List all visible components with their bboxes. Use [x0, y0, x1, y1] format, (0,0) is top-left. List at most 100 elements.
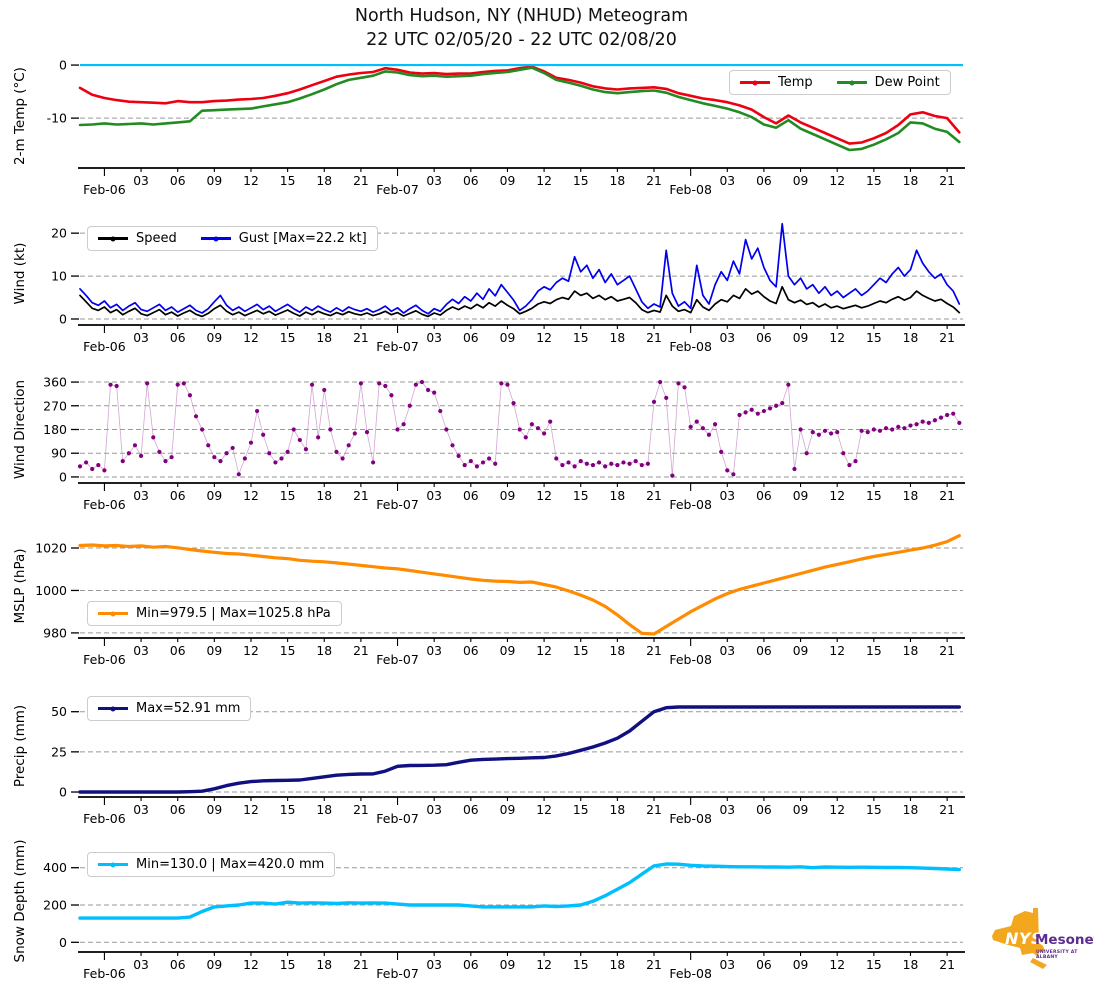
x-tick-label-hour: 03: [133, 958, 149, 972]
logo-nys-text: NYS: [1005, 929, 1043, 948]
wind-direction-dot: [584, 461, 589, 466]
wind-direction-dot: [432, 390, 437, 395]
wind-direction-dot: [77, 464, 83, 469]
Snow Depth-line: [78, 862, 961, 920]
wind-direction-dot: [401, 422, 406, 427]
x-tick-label-hour: 06: [170, 644, 186, 658]
wind-direction-dot: [590, 462, 596, 468]
wind-direction-dot: [138, 453, 144, 458]
x-tick-label-hour: 18: [903, 489, 919, 503]
x-tick-label-date: Feb-07: [376, 182, 419, 197]
wind-direction-dot: [364, 430, 370, 435]
wind-direction-dot: [242, 456, 247, 461]
wind-direction-dot: [761, 408, 767, 414]
legend-marker-dot: [110, 706, 116, 711]
wind-direction-dot: [316, 435, 321, 440]
x-tick-label-hour: 03: [133, 644, 149, 658]
x-tick-label-hour: 03: [719, 803, 735, 817]
wind-direction-dot: [151, 435, 156, 440]
x-tick-label-hour: 21: [939, 803, 955, 817]
x-tick-label-date: Feb-08: [669, 497, 712, 512]
wind-direction-dot: [596, 460, 602, 465]
x-tick-label-hour: 21: [646, 803, 662, 817]
Dew Point-line: [78, 66, 961, 152]
legend-label: Dew Point: [874, 75, 940, 90]
x-tick-label-hour: 18: [903, 803, 919, 817]
x-tick-label-hour: 03: [426, 331, 442, 345]
x-tick-label-hour: 12: [536, 331, 552, 345]
y-tick-label: 400: [43, 860, 67, 875]
wind-direction-dot: [352, 431, 357, 436]
x-tick-label-hour: 15: [573, 958, 589, 972]
x-tick-label-date: Feb-06: [83, 811, 126, 826]
wind-direction-dot: [419, 379, 425, 385]
x-tick-label-hour: 06: [463, 644, 479, 658]
y-tick-label: 0: [59, 785, 67, 800]
wind-direction-dot: [450, 443, 455, 448]
wind-direction-dot: [206, 443, 211, 448]
x-tick-label-hour: 09: [500, 331, 516, 345]
x-tick-label-hour: 09: [500, 174, 516, 188]
wind-direction-dot: [200, 427, 205, 432]
x-tick-label-hour: 09: [207, 958, 223, 972]
wind-direction-dot: [945, 412, 950, 418]
wind-direction-dot: [468, 459, 473, 464]
x-tick-label-hour: 21: [939, 958, 955, 972]
x-tick-label-hour: 21: [353, 958, 369, 972]
wind-direction-dot: [285, 449, 290, 455]
x-tick-label-hour: 15: [573, 174, 589, 188]
x-tick-label-date: Feb-07: [376, 811, 419, 826]
legend-label: Min=979.5 | Max=1025.8 hPa: [136, 606, 331, 621]
x-tick-label-hour: 15: [280, 803, 296, 817]
wind-direction-dot: [883, 426, 889, 431]
legend-label: Gust [Max=22.2 kt]: [238, 231, 367, 246]
y-tick-label: 1000: [35, 583, 67, 598]
x-tick-label-hour: 15: [573, 331, 589, 345]
x-tick-label-hour: 12: [536, 803, 552, 817]
wind-direction-dot: [328, 427, 333, 432]
wind-direction-dot: [774, 403, 779, 408]
wind-direction-dot: [548, 419, 553, 424]
legend-entry: Temp: [740, 75, 813, 90]
wind-direction-dot: [871, 427, 876, 432]
x-tick-label-hour: 18: [610, 331, 626, 345]
y-tick-label: 270: [43, 398, 67, 413]
wind-direction-dot: [499, 381, 504, 386]
x-tick-label-hour: 12: [829, 174, 845, 188]
x-tick-label-date: Feb-08: [669, 339, 712, 354]
wind-direction-dot: [737, 412, 742, 418]
wind-direction-dot: [688, 424, 693, 429]
wind-direction-dot: [132, 443, 138, 448]
wind-direction-dot: [615, 462, 620, 468]
wind-direction-dot: [560, 462, 565, 468]
x-tick-label-hour: 18: [316, 644, 332, 658]
x-tick-label-hour: 03: [426, 803, 442, 817]
wind-direction-dot: [413, 382, 418, 387]
wind-direction-dot: [621, 460, 626, 465]
wind-direction-dot: [96, 462, 101, 468]
wind-direction-dot: [236, 472, 241, 477]
x-tick-label-hour: 09: [793, 644, 809, 658]
wind-direction-dot: [535, 426, 541, 431]
x-tick-label-hour: 15: [866, 489, 882, 503]
x-tick-label-hour: 03: [719, 331, 735, 345]
x-tick-label-hour: 06: [756, 489, 772, 503]
x-tick-label-hour: 06: [756, 644, 772, 658]
wind-direction-dot: [822, 428, 828, 433]
y-axis-label: Wind (kt): [12, 243, 28, 305]
wind-direction-dot: [346, 443, 351, 448]
wind-direction-dot: [254, 408, 260, 414]
x-tick-label-hour: 06: [170, 958, 186, 972]
wind-direction-dot: [932, 418, 938, 423]
y-tick-label: 180: [43, 422, 67, 437]
wind-direction-dot: [902, 426, 907, 431]
x-tick-label-date: Feb-06: [83, 966, 126, 981]
wind-direction-dot: [230, 445, 235, 451]
x-tick-label-hour: 09: [207, 174, 223, 188]
legend-label: Min=130.0 | Max=420.0 mm: [136, 857, 325, 872]
y-tick-label: 90: [51, 446, 67, 461]
wind-direction-dot: [749, 407, 754, 412]
precip-panel: 0 25 50 03 06 09 12 15 18 21 03 06 09 12 15 18 21 03 06 09 1…: [12, 704, 965, 826]
wind-direction-dot: [474, 464, 480, 469]
